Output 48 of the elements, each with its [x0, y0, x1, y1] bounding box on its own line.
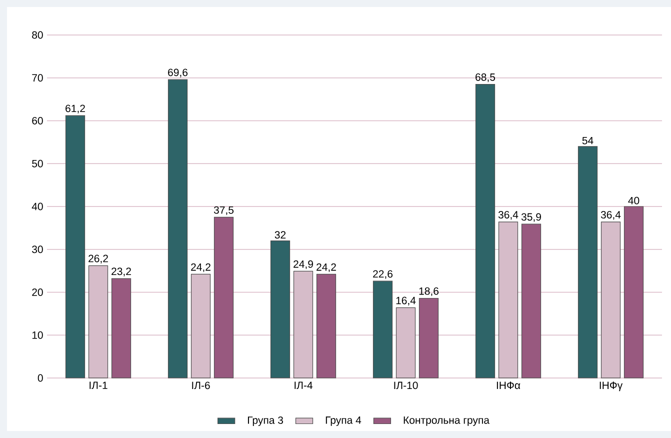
- bar: [214, 216, 234, 378]
- data-label: 68,5: [476, 73, 496, 82]
- data-label: 36,4: [600, 211, 621, 220]
- legend-label: Контрольна група: [404, 416, 490, 426]
- data-label: 36,4: [498, 211, 518, 220]
- data-label: 61,2: [66, 104, 85, 114]
- bar: [65, 115, 86, 378]
- data-label: 24,2: [191, 263, 210, 272]
- data-label: 32: [274, 231, 286, 239]
- x-tick-label: ІЛ-6: [192, 382, 210, 390]
- data-label: 24,2: [316, 263, 336, 272]
- y-tick-label: 10: [32, 331, 43, 339]
- bar: [111, 278, 132, 378]
- data-label: 40: [628, 196, 640, 204]
- x-tick-label: ІЛ-10: [394, 382, 418, 390]
- x-tick-label: ІЛ-4: [294, 382, 313, 389]
- bar: [475, 84, 496, 378]
- bar: [578, 146, 598, 378]
- data-label: 16,4: [396, 296, 416, 306]
- y-tick-label: 30: [32, 246, 43, 254]
- y-tick-label: 0: [38, 374, 43, 382]
- data-label: 18,6: [419, 287, 439, 296]
- data-label: 37,5: [214, 206, 234, 216]
- bar: [418, 298, 439, 378]
- y-tick-label: 60: [32, 117, 43, 124]
- bar: [168, 79, 188, 378]
- y-tick-label: 50: [32, 160, 43, 168]
- data-label: 26,2: [88, 254, 108, 264]
- y-tick-label: 40: [32, 202, 43, 210]
- data-label: 35,9: [521, 213, 541, 222]
- data-label: 69,6: [168, 68, 188, 78]
- data-label: 22,6: [373, 270, 393, 279]
- data-label: 24,9: [294, 260, 313, 270]
- legend-label: Група 4: [326, 416, 362, 426]
- x-tick-label: ІЛ-1: [90, 382, 108, 389]
- bar: [316, 274, 336, 378]
- bar: [270, 240, 290, 378]
- y-tick-label: 70: [32, 74, 43, 82]
- data-label: 23,2: [112, 268, 131, 276]
- bar: [521, 224, 542, 378]
- data-label: 54: [582, 136, 594, 144]
- bar: [624, 206, 644, 378]
- x-tick-label: ІНФα: [496, 382, 520, 390]
- y-tick-label: 20: [32, 288, 43, 296]
- x-tick-label: ІНФγ: [600, 382, 623, 392]
- legend-label: Група 3: [248, 416, 284, 426]
- bar: [372, 280, 393, 378]
- y-tick-label: 80: [32, 31, 43, 39]
